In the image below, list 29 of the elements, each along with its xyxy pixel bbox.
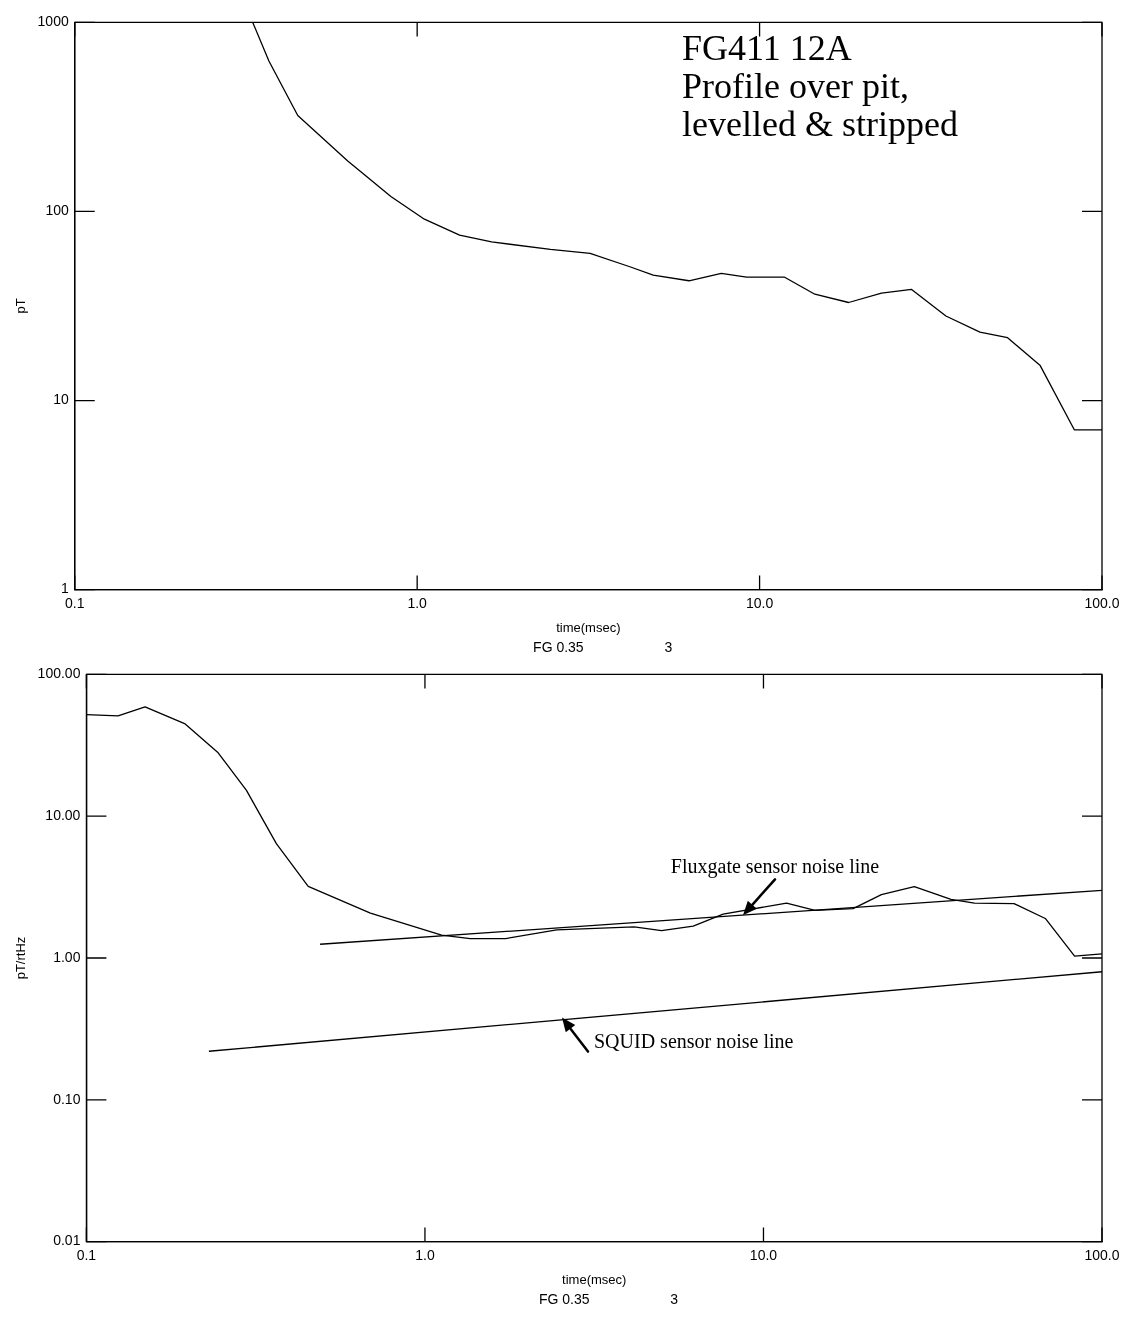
y-tick-label: 1 <box>60 580 69 597</box>
text: 3 <box>664 639 673 655</box>
y-tick-label: 10.00 <box>45 807 81 824</box>
y-tick-label: 1.00 <box>53 948 81 965</box>
annotation: Fluxgate sensor noise line <box>670 855 880 879</box>
x-tick-label: 0.1 <box>65 594 85 611</box>
chart-title: FG411 12A <box>682 28 852 69</box>
x-tick-label: 1.0 <box>415 1246 435 1263</box>
y-tick-label: 100.00 <box>37 665 81 682</box>
y-tick-label: 10 <box>53 391 69 408</box>
text: FG 0.35 <box>538 1291 590 1307</box>
x-tick-label: 100.0 <box>1084 1246 1120 1263</box>
x-tick-label: 0.1 <box>76 1246 97 1263</box>
x-tick-label: 10.0 <box>749 1246 778 1263</box>
text: 3 <box>670 1291 679 1307</box>
text: Profile over pit, levelled & stripped <box>682 66 958 145</box>
y-axis-title: pT/rtHz <box>13 936 29 980</box>
x-tick-label: 10.0 <box>745 594 774 611</box>
y-tick-label: 0.10 <box>53 1090 81 1107</box>
y-tick-label: 100 <box>45 202 69 219</box>
x-axis-title: time(msec) <box>562 1271 627 1287</box>
annotation: SQUID sensor noise line <box>593 1029 794 1052</box>
x-tick-label: 1.0 <box>407 594 428 611</box>
y-axis-title: pT <box>13 298 29 314</box>
text: FG 0.35 <box>533 639 584 655</box>
y-tick-label: 1000 <box>37 13 69 30</box>
x-tick-label: 100.0 <box>1084 594 1120 611</box>
y-tick-label: 0.01 <box>53 1232 81 1249</box>
x-axis-title: time(msec) <box>556 619 621 635</box>
